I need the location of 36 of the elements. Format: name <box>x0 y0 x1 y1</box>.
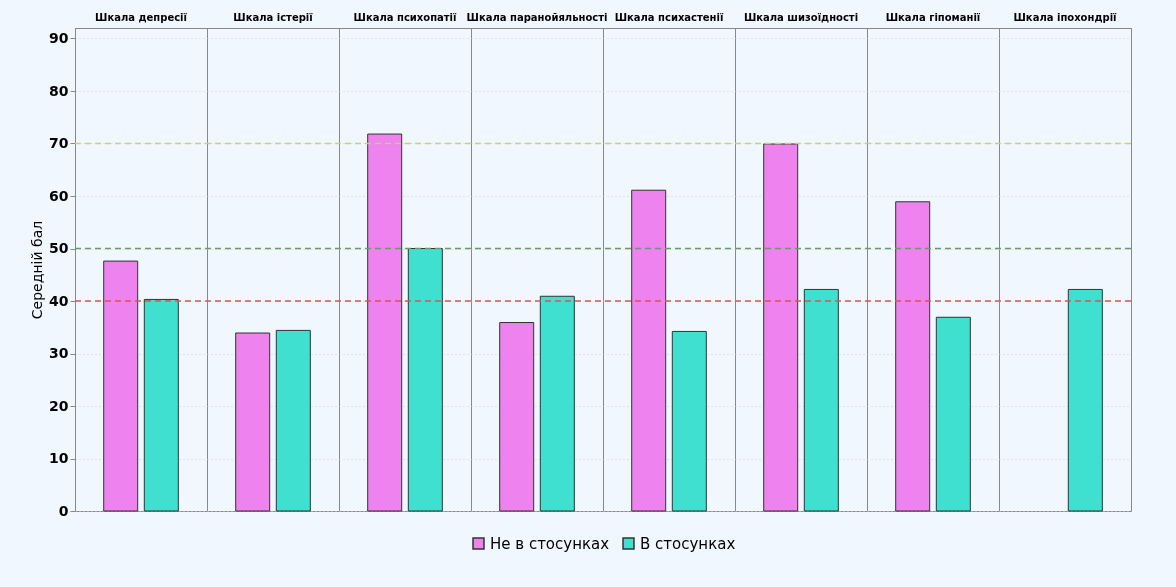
bar <box>935 316 971 512</box>
x-tick-label: Шкала істерії <box>233 11 314 23</box>
bar <box>895 201 931 512</box>
y-tick-label: 80 <box>49 82 69 99</box>
x-tick-label: Шкала іпохондрії <box>1013 11 1118 23</box>
bar <box>631 189 667 512</box>
x-tick-label: Шкала гіпоманії <box>885 11 981 23</box>
x-tick-label: Шкала психастенії <box>614 11 724 23</box>
y-tick-label: 0 <box>58 502 69 519</box>
bar <box>1067 288 1103 512</box>
bar <box>367 133 403 512</box>
bar <box>235 332 271 512</box>
y-tick-label: 20 <box>49 397 69 414</box>
bar <box>103 260 139 512</box>
x-tick-label: Шкала шизоїдності <box>743 11 859 23</box>
bar <box>803 288 839 512</box>
legend-label: Не в стосунках <box>490 534 610 553</box>
y-tick-label: 30 <box>49 345 69 361</box>
y-tick-label: 60 <box>49 187 69 204</box>
bar <box>143 298 179 512</box>
bar <box>763 143 799 512</box>
x-tick-label: Шкала психопатії <box>353 11 458 23</box>
y-tick-label: 40 <box>49 292 69 309</box>
x-tick-label: Шкала депресії <box>95 11 188 23</box>
legend-label: В стосунках <box>640 534 736 553</box>
bar <box>407 248 443 512</box>
bar <box>539 295 575 512</box>
x-tick-label: Шкала паранойяльності <box>466 11 608 23</box>
bar <box>671 330 707 512</box>
y-tick-label: 50 <box>49 240 69 256</box>
bar <box>499 322 535 512</box>
y-axis-title: Середній бал <box>29 220 46 320</box>
y-tick-label: 10 <box>49 450 69 466</box>
bar <box>275 329 311 512</box>
y-tick-label: 90 <box>49 30 69 46</box>
y-tick-label: 70 <box>49 135 69 151</box>
